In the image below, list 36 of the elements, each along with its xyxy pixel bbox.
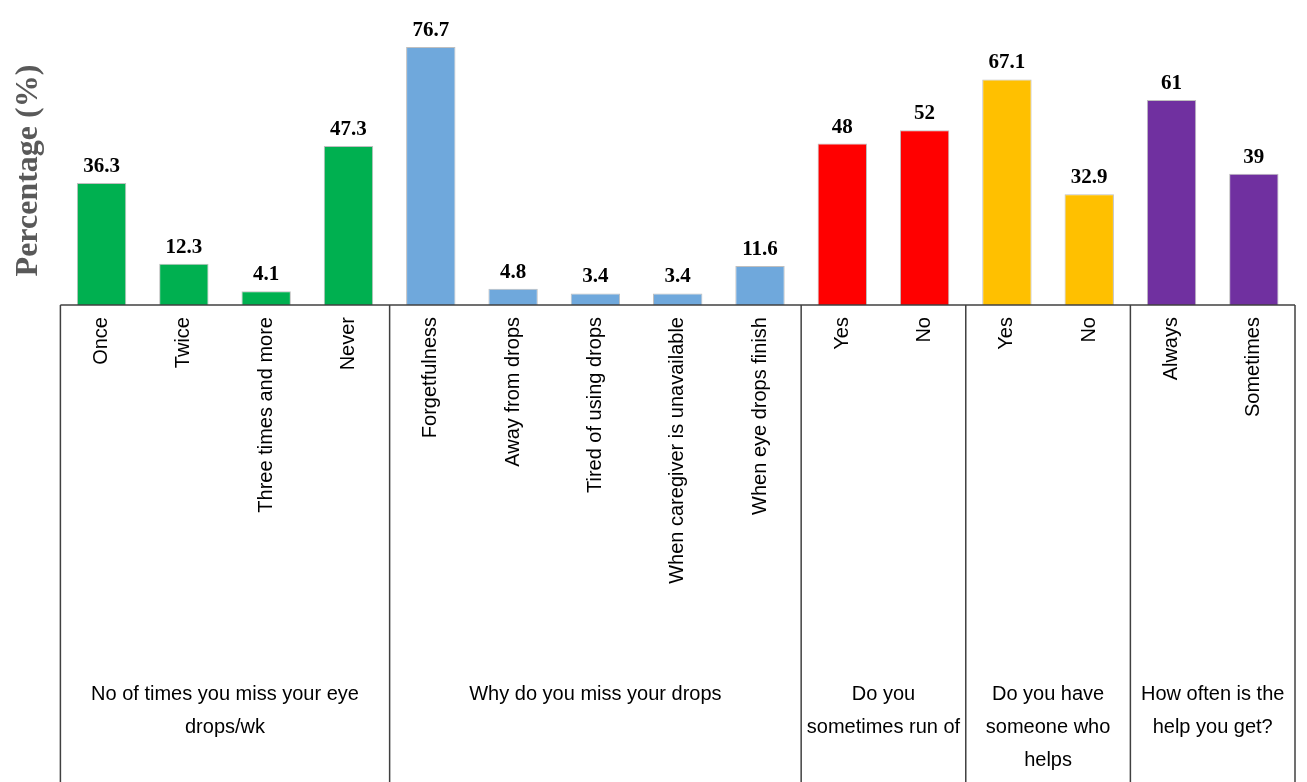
x-tick-label: Three times and more	[253, 317, 276, 513]
data-label: 3.4	[664, 263, 692, 288]
x-tick-label: Never	[335, 316, 358, 371]
x-tick-label: Away from drops	[500, 317, 523, 467]
x-tick-label: No	[912, 317, 935, 343]
data-label: 76.7	[412, 17, 450, 42]
x-tick-label: When caregiver is unavailable	[665, 317, 688, 584]
data-label: 4.1	[253, 261, 280, 286]
x-tick-label: Yes	[994, 317, 1017, 350]
text: Why do you miss your drops	[469, 682, 722, 704]
text: How often is the help you get?	[1140, 682, 1285, 737]
y-axis-title: Percentage (%)	[8, 64, 45, 277]
data-label: 36.3	[83, 152, 120, 177]
x-tick-label: No	[1076, 317, 1099, 343]
data-label: 32.9	[1070, 164, 1108, 189]
text: Do you have someone who helps	[985, 682, 1111, 770]
data-label: 48	[831, 113, 853, 138]
x-tick-label: Always	[1159, 317, 1182, 381]
x-tick-label: Tired of using drops	[582, 317, 605, 494]
data-label: 4.8	[499, 258, 527, 283]
data-label: 52	[914, 100, 936, 125]
x-tick-label: When eye drops finish	[747, 317, 770, 515]
data-label: 3.4	[582, 263, 610, 288]
data-label: 11.6	[742, 235, 778, 260]
x-tick-label: Yes	[829, 317, 852, 350]
data-label: 47.3	[330, 115, 367, 140]
data-label: 61	[1161, 69, 1183, 94]
text: Do you sometimes run of	[806, 682, 961, 737]
x-tick-label: Twice	[171, 317, 194, 369]
x-tick-label: Forgetfulness	[418, 317, 441, 439]
x-tick-label: Sometimes	[1241, 317, 1264, 418]
text: No of times you miss your eye drops/wk	[91, 682, 359, 737]
x-tick-label: Once	[89, 317, 112, 365]
data-label: 12.3	[165, 233, 203, 258]
data-label: 39	[1243, 143, 1265, 168]
data-label: 67.1	[988, 49, 1026, 74]
